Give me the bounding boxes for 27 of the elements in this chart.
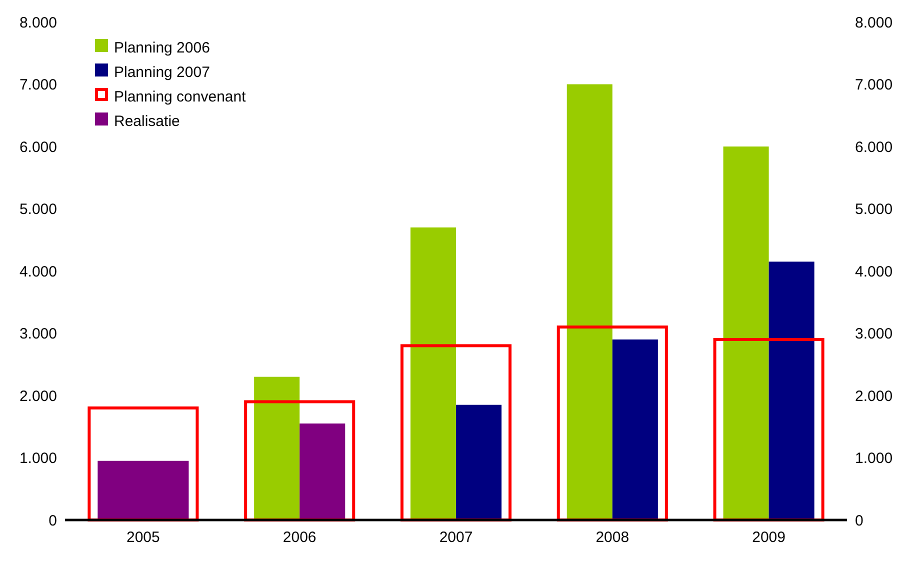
y2-tick-label: 0 xyxy=(855,512,864,530)
y-tick-label: 0 xyxy=(48,512,57,530)
y2-tick-label: 4.000 xyxy=(855,263,893,280)
x-tick-label: 2007 xyxy=(439,529,473,546)
y2-tick-label: 2.000 xyxy=(855,388,893,405)
y2-tick-label: 7.000 xyxy=(855,76,893,94)
y-tick-label: 6.000 xyxy=(19,138,57,156)
y-tick-label: 1.000 xyxy=(19,450,57,467)
y2-tick-label: 5.000 xyxy=(855,201,893,218)
y-tick-label: 5.000 xyxy=(19,201,57,218)
y2-tick-label: 1.000 xyxy=(855,450,893,467)
x-tick-label: 2008 xyxy=(596,529,630,546)
y-tick-label: 2.000 xyxy=(19,388,57,405)
y2-tick-label: 8.000 xyxy=(855,14,893,32)
y-tick-label: 8.000 xyxy=(19,14,57,32)
x-tick-label: 2009 xyxy=(752,529,786,546)
legend-label: Realisatie xyxy=(114,112,180,130)
y2-tick-label: 6.000 xyxy=(855,138,893,156)
x-tick-label: 2005 xyxy=(126,529,160,546)
x-tick-label: 2006 xyxy=(282,529,316,546)
legend-label: Planning 2006 xyxy=(114,39,210,56)
legend-label: Planning convenant xyxy=(114,88,247,106)
y-tick-label: 3.000 xyxy=(19,326,57,342)
y-tick-label: 4.000 xyxy=(19,263,57,280)
y2-tick-label: 3.000 xyxy=(855,326,893,342)
legend-label: Planning 2007 xyxy=(114,64,210,81)
y-tick-label: 7.000 xyxy=(19,76,57,94)
